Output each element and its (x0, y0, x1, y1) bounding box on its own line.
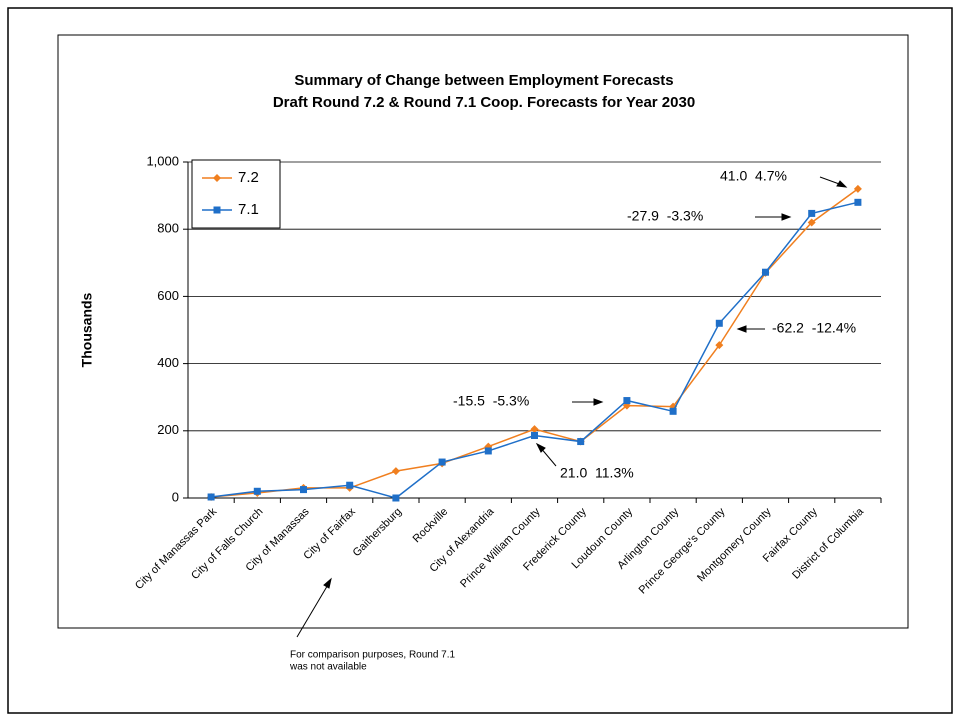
annotation: -15.5 -5.3% (453, 393, 529, 409)
marker (346, 481, 354, 489)
y-tick-label: 200 (157, 422, 179, 437)
marker (391, 467, 400, 476)
marker (854, 198, 862, 206)
marker (807, 218, 816, 227)
marker (438, 458, 446, 466)
y-tick-label: 800 (157, 221, 179, 236)
y-tick-label: 600 (157, 288, 179, 303)
y-tick-label: 1,000 (146, 153, 179, 168)
legend: 7.2 7.1 (191, 159, 281, 229)
marker (853, 184, 862, 193)
annotation: -62.2 -12.4% (772, 320, 856, 336)
marker (207, 493, 215, 501)
marker (762, 268, 769, 276)
marker (623, 397, 631, 405)
chart-frame (57, 34, 909, 629)
marker (808, 209, 816, 217)
marker (577, 438, 585, 446)
y-tick-label: 400 (157, 355, 179, 370)
annotation: 41.0 4.7% (720, 168, 787, 184)
annotation: -27.9 -3.3% (627, 208, 703, 224)
arrows (296, 176, 848, 638)
legend-label: 7.2 (238, 169, 259, 186)
chart-title: Summary of Change between Employment For… (294, 72, 673, 89)
marker (669, 407, 677, 415)
marker (715, 341, 724, 350)
marker (530, 425, 539, 434)
annotation: 21.0 11.3% (560, 465, 634, 481)
marker (531, 432, 538, 440)
y-axis-label: Thousands (79, 292, 95, 367)
marker (715, 319, 723, 327)
y-tick-label: 0 (172, 489, 179, 504)
legend-marker (213, 174, 221, 182)
marker (392, 494, 400, 502)
legend-box (191, 159, 281, 229)
marker (253, 487, 261, 495)
chart-title: Draft Round 7.2 & Round 7.1 Coop. Foreca… (273, 94, 695, 111)
legend-marker (213, 206, 221, 214)
note: For comparison purposes, Round 7.1 (290, 650, 456, 661)
marker (300, 486, 307, 494)
marker (484, 447, 492, 455)
legend-label: 7.1 (238, 201, 259, 218)
note: was not available (289, 662, 367, 673)
